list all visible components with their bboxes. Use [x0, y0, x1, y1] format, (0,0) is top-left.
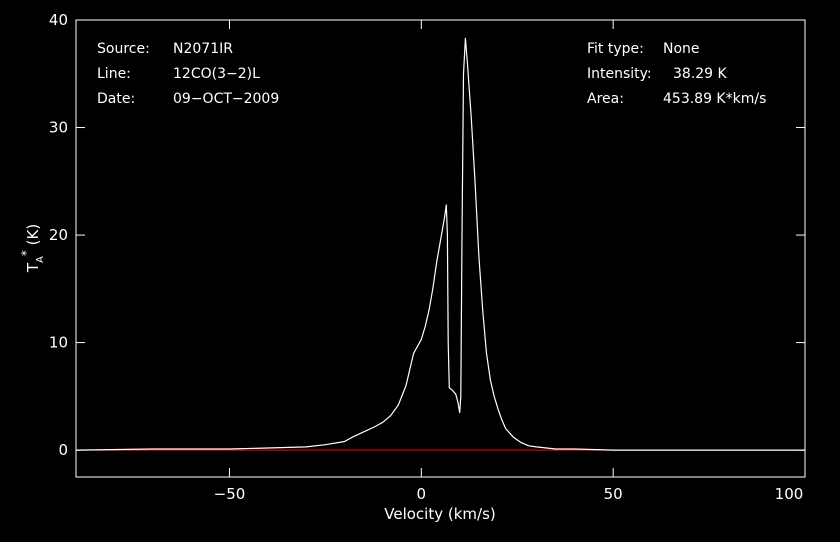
x-tick-label: −50	[214, 485, 246, 503]
y-tick-label: 20	[49, 226, 68, 244]
fit-type-label: Fit type:	[587, 41, 644, 57]
plot-marks	[75, 37, 805, 451]
y-axis-title-subscript: A	[35, 256, 46, 263]
x-tick-label: 50	[604, 485, 623, 503]
svg-text:TA* (K): TA* (K)	[19, 224, 46, 273]
line-label: Line:	[97, 66, 131, 82]
y-tick-label: 0	[58, 441, 68, 459]
x-axis-title: Velocity (km/s)	[384, 505, 495, 523]
y-axis-title-superscript: *	[19, 250, 33, 256]
fit-type-value: None	[663, 41, 700, 57]
x-tick-label: 100	[775, 485, 804, 503]
y-axis: 0 10 20 30 40	[49, 11, 805, 459]
plot-frame	[75, 19, 806, 478]
y-tick-label: 10	[49, 334, 68, 352]
date-value: 09−OCT−2009	[173, 91, 279, 107]
source-label: Source:	[97, 41, 150, 57]
intensity-value: 38.29 K	[673, 66, 728, 82]
date-label: Date:	[97, 91, 135, 107]
area-value: 453.89 K*km/s	[663, 91, 766, 107]
y-tick-label: 40	[49, 11, 68, 29]
y-tick-label: 30	[49, 119, 68, 137]
x-tick-label: 0	[417, 485, 427, 503]
spectrum-line	[75, 37, 805, 451]
x-axis: −50 0 50 100	[214, 20, 806, 503]
source-value: N2071IR	[173, 41, 233, 57]
intensity-label: Intensity:	[587, 66, 652, 82]
line-value: 12CO(3−2)L	[173, 66, 260, 82]
y-axis-title: TA* (K)	[19, 224, 46, 273]
area-label: Area:	[587, 91, 624, 107]
